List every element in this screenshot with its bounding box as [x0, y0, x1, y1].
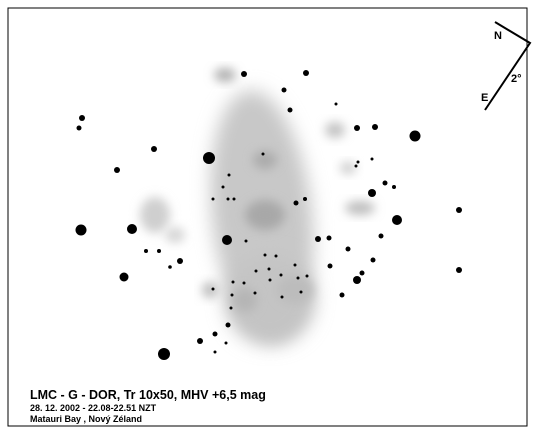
nebula [140, 68, 375, 345]
caption-title: LMC - G - DOR, Tr 10x50, MHV +6,5 mag [30, 388, 266, 402]
east-label: E [481, 92, 488, 104]
caption-date: 28. 12. 2002 - 22.08-22.51 NZT [30, 403, 157, 413]
north-label: N [494, 30, 502, 42]
field-label: 2° [511, 73, 522, 85]
stars [75, 70, 462, 360]
caption-place: Matauri Bay , Nový Zéland [30, 414, 142, 424]
compass: N E 2° [481, 21, 532, 111]
